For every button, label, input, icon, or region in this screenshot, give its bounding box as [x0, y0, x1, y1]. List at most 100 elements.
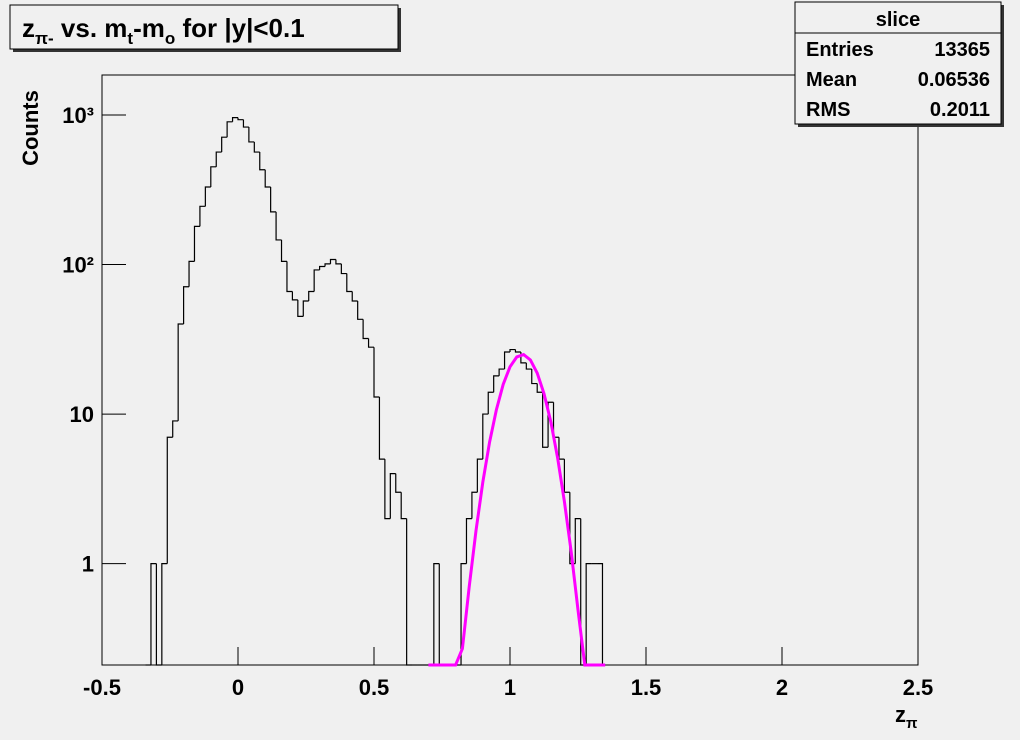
histogram-bin	[221, 136, 228, 153]
histogram-bin	[280, 239, 287, 262]
histogram-bin	[531, 369, 538, 385]
plot-area	[101, 114, 919, 667]
x-tick-label: 1	[504, 675, 516, 700]
histogram-bin	[204, 186, 211, 207]
histogram-bin	[351, 291, 358, 302]
histogram-bin	[378, 397, 385, 460]
x-tick-label: 0.5	[359, 675, 390, 700]
stats-value: 0.2011	[930, 99, 990, 121]
histogram-bin	[324, 263, 331, 267]
y-tick-label: 10³	[62, 103, 94, 128]
histogram-bin	[199, 205, 206, 227]
histogram-bin	[509, 348, 516, 353]
histogram-bin	[242, 119, 249, 128]
stats-box	[794, 1, 1002, 125]
histogram-bin	[150, 563, 157, 665]
histogram-bin	[210, 166, 217, 187]
histogram-bin	[264, 169, 271, 188]
histogram-bin	[373, 347, 380, 398]
histogram-bin	[400, 492, 407, 520]
fit-curve	[428, 352, 606, 667]
histogram-bin	[503, 351, 510, 370]
histogram-bin	[188, 260, 195, 287]
x-tick-label: -0.5	[83, 675, 121, 700]
histogram-bin	[226, 121, 233, 138]
histogram-bin	[346, 273, 353, 293]
histogram-bin	[514, 349, 521, 353]
histogram-bin	[476, 458, 483, 493]
title-part: for |y|<0.1	[175, 13, 304, 43]
histogram-bin	[340, 263, 347, 275]
y-tick-label: 1	[82, 552, 94, 577]
histogram-bin	[329, 258, 336, 264]
x-tick-label: 2	[776, 675, 788, 700]
stats-label: Mean	[806, 69, 857, 91]
y-tick-label: 10	[70, 402, 94, 427]
histogram-bin	[597, 563, 604, 665]
histogram-bin	[161, 563, 168, 665]
stats-value: 13365	[934, 39, 990, 61]
title-sub: o	[165, 29, 175, 48]
histogram-bin	[547, 401, 554, 448]
histogram-bin	[493, 375, 500, 393]
stats-title: slice	[876, 9, 920, 31]
x-axis-label: zπ	[895, 702, 918, 732]
x-label-part: z	[895, 702, 906, 727]
histogram-bin	[308, 290, 315, 302]
histogram-bin	[270, 186, 277, 213]
histogram-bin	[525, 362, 532, 370]
stats-label: RMS	[806, 99, 850, 121]
histogram-bin	[319, 265, 326, 270]
histogram-bin	[275, 211, 282, 241]
histogram-bin	[389, 472, 396, 519]
histogram-bin	[259, 152, 266, 171]
histogram-bin	[193, 225, 200, 262]
histogram-bin	[536, 383, 543, 393]
histogram-bin	[487, 391, 494, 415]
title-sub: t	[127, 29, 133, 48]
stats-value: 0.06536	[918, 69, 990, 91]
histogram-bin	[498, 368, 505, 376]
x-label-sub: π	[906, 715, 918, 732]
histogram-bin	[231, 117, 238, 122]
histogram-bin	[395, 473, 402, 493]
histogram-bin	[367, 338, 374, 348]
histogram-bin	[302, 300, 309, 317]
x-tick-label: 2.5	[903, 675, 934, 700]
histogram-bin	[313, 269, 320, 292]
histogram-bin	[471, 491, 478, 519]
histogram-bin	[357, 301, 364, 320]
title-sub: π-	[35, 29, 54, 48]
x-tick-label: 0	[232, 675, 244, 700]
y-axis-label: Counts	[18, 90, 43, 166]
histogram-bin	[155, 563, 162, 666]
histogram-bin	[286, 261, 293, 293]
title-part: vs. m	[54, 13, 128, 43]
histogram-bin	[362, 319, 369, 340]
histogram-bin	[574, 518, 581, 564]
histogram-bin	[248, 127, 255, 143]
y-tick-label: 10²	[62, 253, 94, 278]
histogram-bin	[177, 323, 184, 421]
title-box	[9, 4, 399, 50]
histogram-bin	[585, 563, 592, 665]
histogram-bin	[384, 459, 391, 520]
histogram-bin	[482, 413, 489, 460]
chart-title: zπ- vs. mt-mo for |y|<0.1	[22, 13, 305, 48]
histogram-bin	[215, 151, 222, 167]
histogram-bin	[253, 141, 260, 153]
histogram-bin	[465, 518, 472, 564]
stats-label: Entries	[806, 39, 874, 61]
title-part: -m	[133, 13, 165, 43]
histogram-bin	[542, 392, 549, 448]
stats-rows: Entries 13365 Mean 0.06536 RMS 0.2011	[806, 39, 990, 121]
histogram-bin	[406, 518, 413, 666]
histogram-bin	[183, 286, 190, 325]
histogram-bin	[335, 259, 342, 265]
histogram-bin	[166, 436, 173, 564]
histogram-bin	[297, 299, 304, 317]
title-part: z	[22, 13, 35, 43]
x-tick-label: 1.5	[631, 675, 662, 700]
